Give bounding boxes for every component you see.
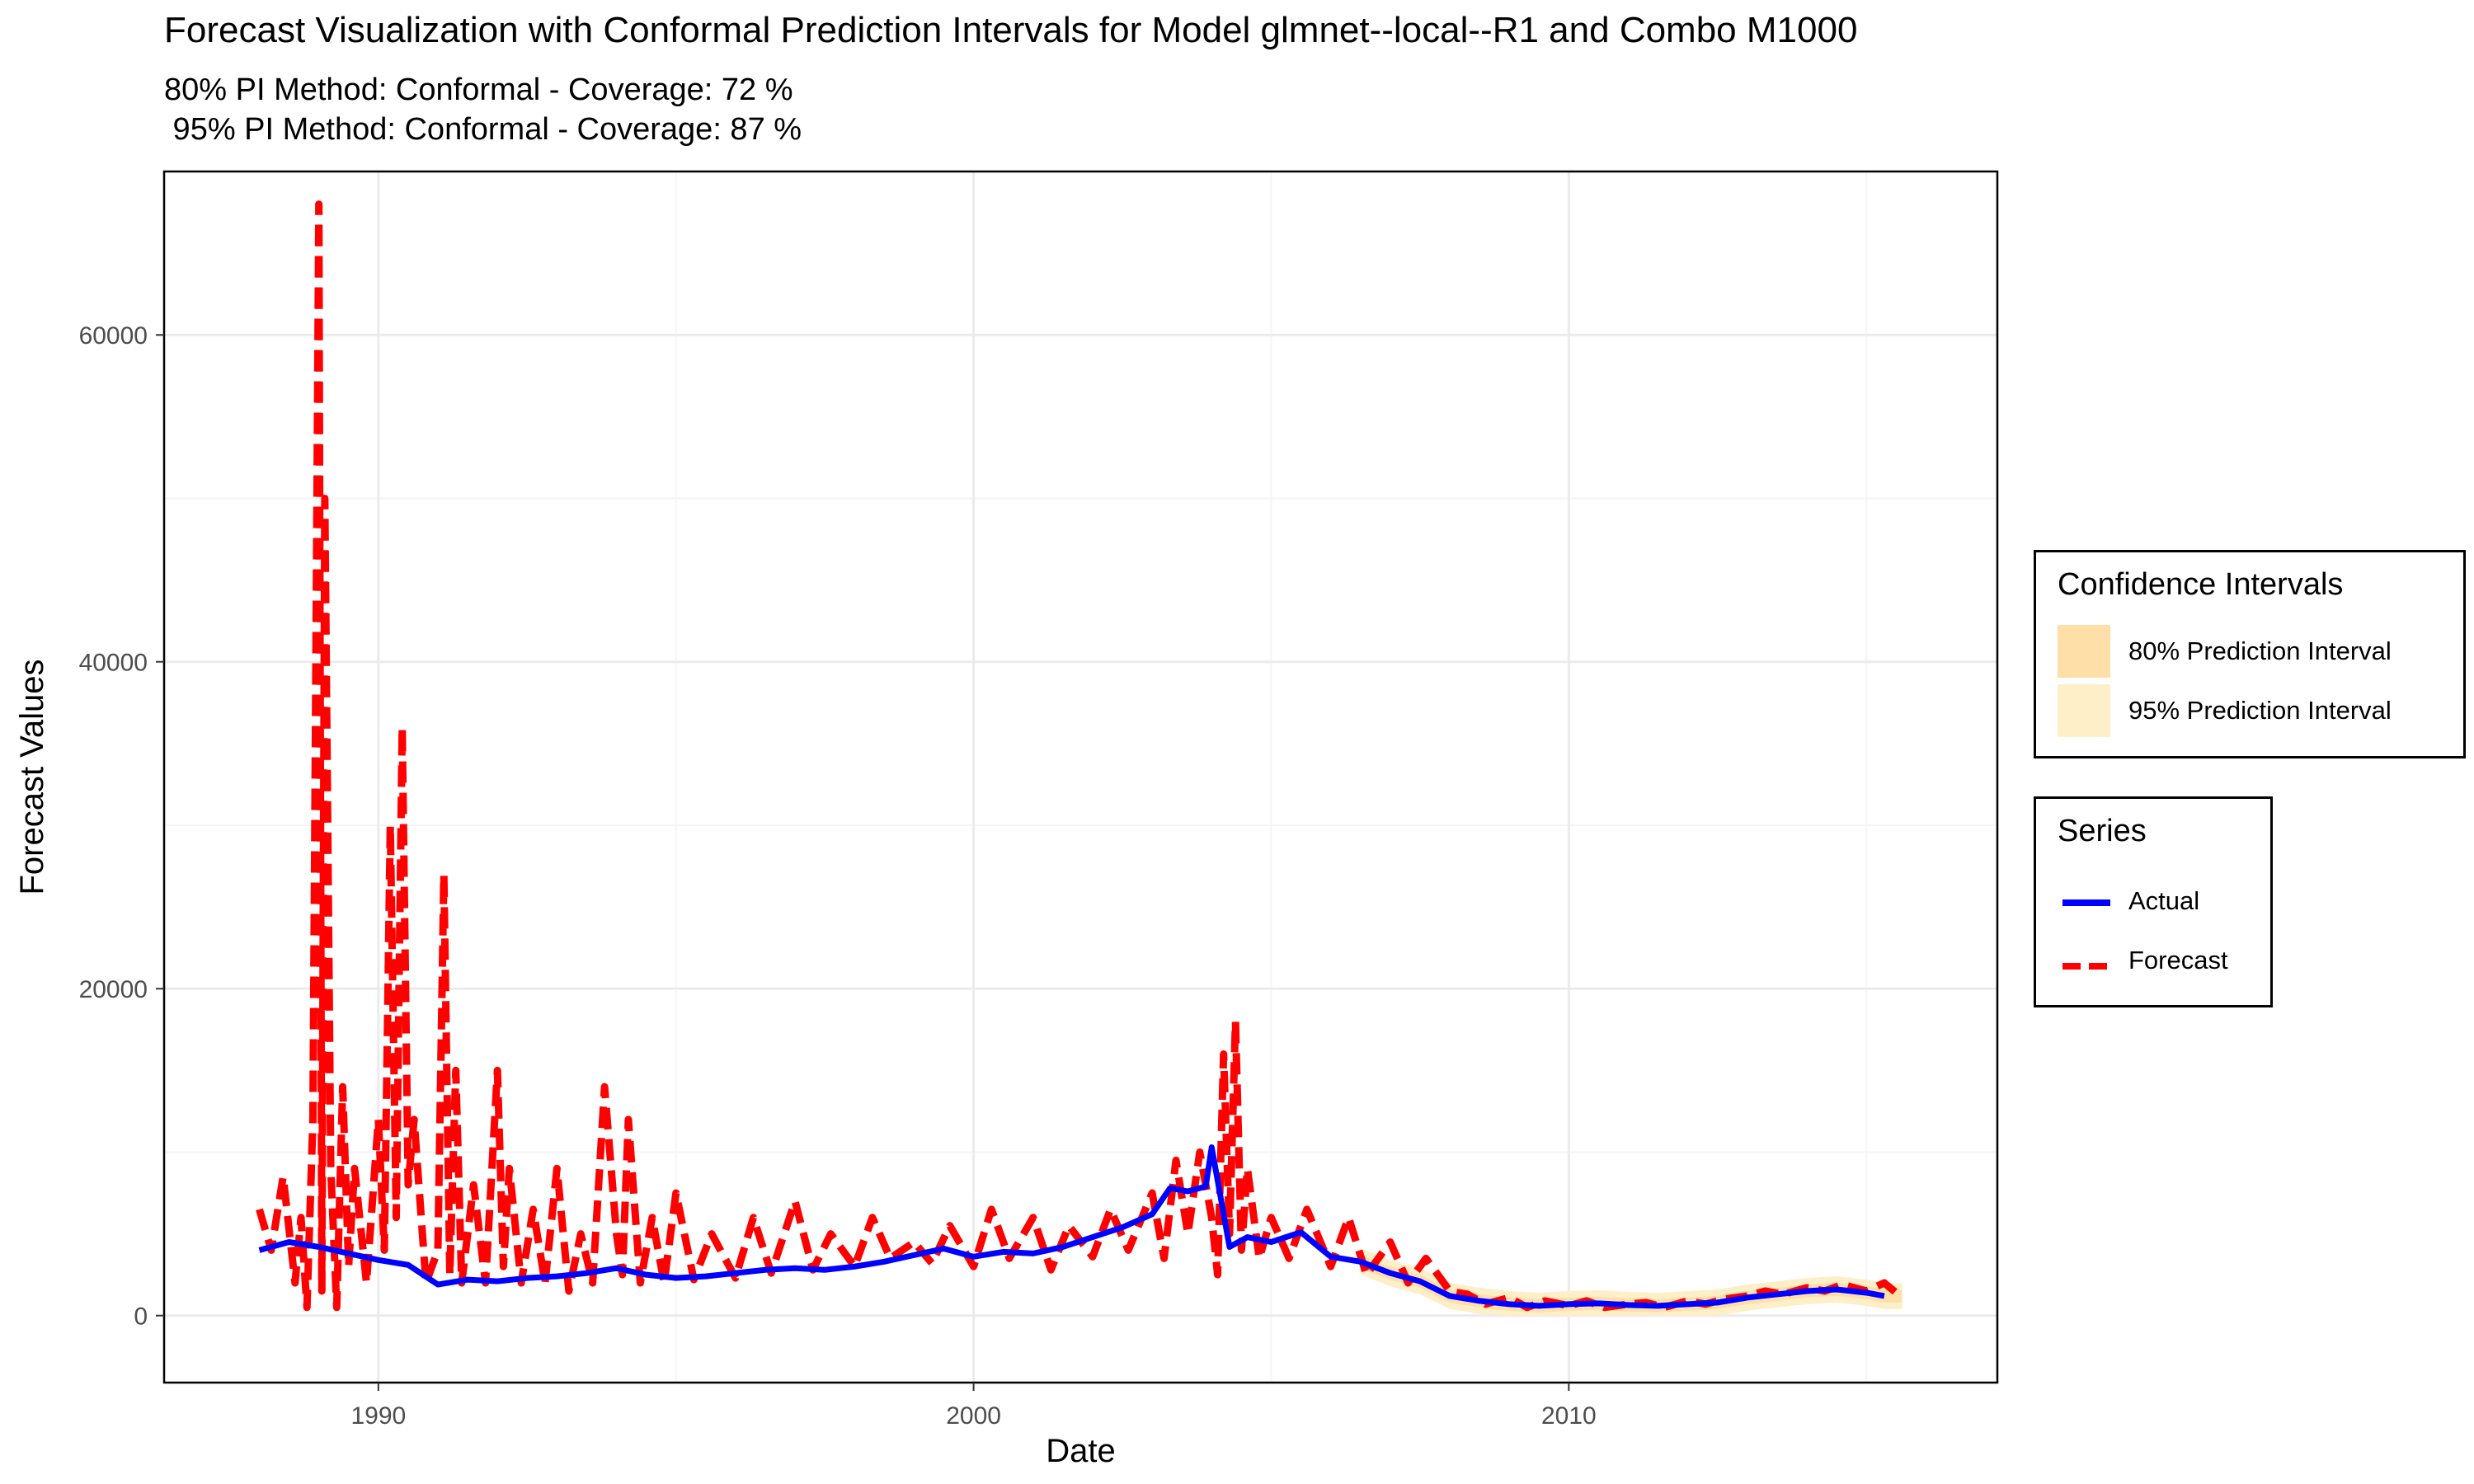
pi95-label: 95% Prediction Interval <box>2128 696 2392 725</box>
y-tick-label: 60000 <box>79 322 148 350</box>
chart-subtitle-line-2: 95% PI Method: Conformal - Coverage: 87 … <box>164 112 802 147</box>
pi95-swatch <box>2058 684 2110 737</box>
y-axis-label: Forecast Values <box>14 659 50 895</box>
actual-line-swatch <box>2062 899 2110 906</box>
forecast-label: Forecast <box>2128 946 2228 974</box>
x-tick-label: 2010 <box>1541 1402 1597 1430</box>
y-tick-label: 40000 <box>79 650 148 677</box>
actual-label: Actual <box>2128 886 2200 915</box>
axes: 1990 2000 2010 0 20000 40000 60000 <box>79 322 1597 1430</box>
legend-title: Confidence Intervals <box>2058 567 2344 602</box>
y-tick-label: 20000 <box>79 976 148 1003</box>
x-axis-label: Date <box>1046 1433 1116 1469</box>
forecast-series-line <box>256 200 1905 1312</box>
x-tick-label: 1990 <box>350 1402 406 1430</box>
series-legend: Series Actual Forecast <box>2034 796 2273 1007</box>
chart-subtitle-line-1: 80% PI Method: Conformal - Coverage: 72 … <box>164 73 793 107</box>
pi80-label: 80% Prediction Interval <box>2128 636 2392 665</box>
legend-title: Series <box>2058 814 2147 848</box>
chart-title: Forecast Visualization with Conformal Pr… <box>164 10 1858 50</box>
y-tick-label: 0 <box>134 1303 148 1331</box>
x-tick-label: 2000 <box>946 1402 1001 1430</box>
pi80-swatch <box>2058 625 2110 678</box>
confidence-intervals-legend: Confidence Intervals 80% Prediction Inte… <box>2034 550 2466 758</box>
forecast-line-swatch <box>2062 959 2110 970</box>
plot-panel-border <box>162 170 1999 1384</box>
series-lines <box>256 200 1905 1312</box>
actual-series-line <box>258 1144 1885 1309</box>
